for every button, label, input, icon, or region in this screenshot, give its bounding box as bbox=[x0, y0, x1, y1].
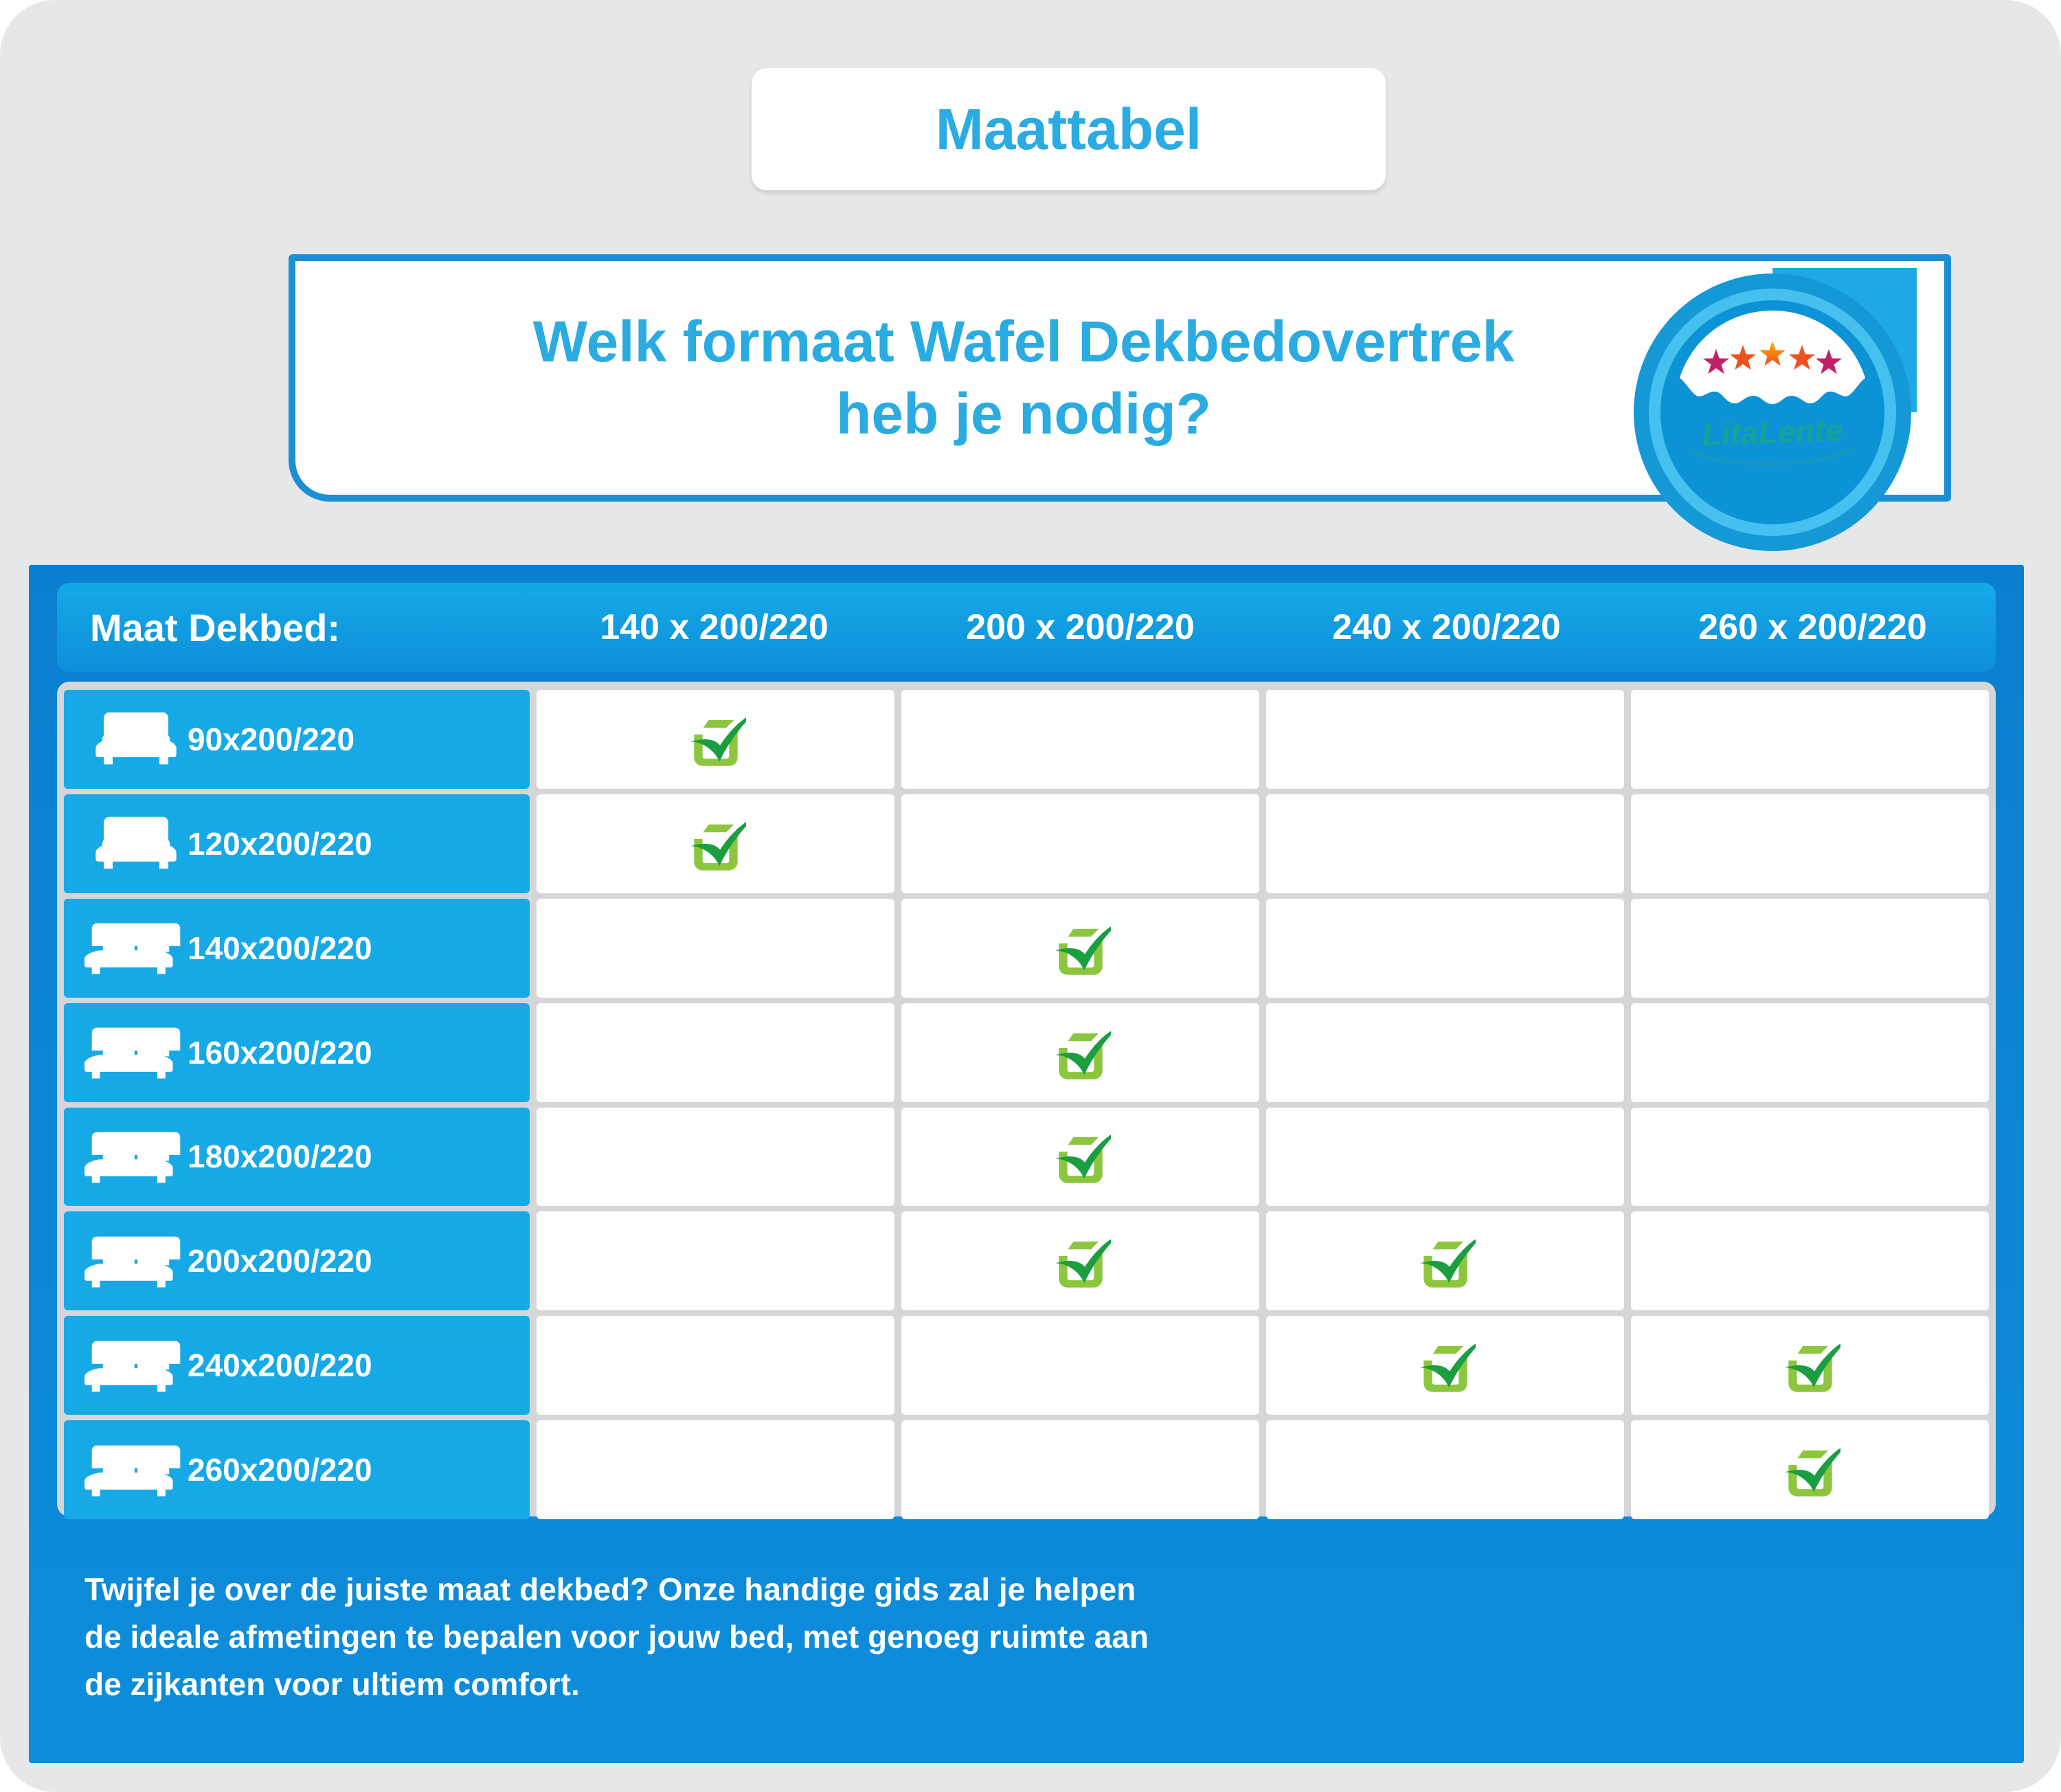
svg-text:LitaLente: LitaLente bbox=[1702, 412, 1843, 452]
